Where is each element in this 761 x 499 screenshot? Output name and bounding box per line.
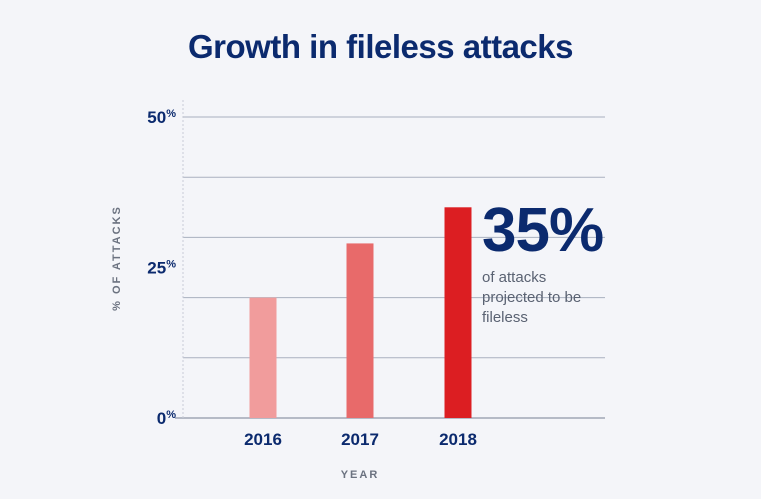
y-tick-label: 0%: [157, 409, 176, 428]
bar-2016: [249, 297, 277, 418]
y-tick-labels: 0% 25% 50%: [147, 108, 176, 428]
x-tick-labels: 2016 2017 2018: [244, 430, 477, 449]
x-axis-title: YEAR: [341, 469, 380, 481]
y-axis-title: % OF ATTACKS: [111, 205, 123, 311]
x-tick-label: 2018: [439, 430, 477, 449]
bar-2018: [444, 207, 472, 418]
x-tick-label: 2016: [244, 430, 282, 449]
y-tick-label: 25%: [147, 259, 176, 278]
callout-value: 35%: [482, 196, 604, 265]
bar-2017: [346, 243, 374, 418]
y-tick-label: 50%: [147, 108, 176, 127]
x-tick-label: 2017: [341, 430, 379, 449]
bars: [249, 207, 472, 418]
chart-title: Growth in fileless attacks: [188, 28, 573, 65]
callout-text: of attacks projected to be fileless: [482, 269, 582, 326]
